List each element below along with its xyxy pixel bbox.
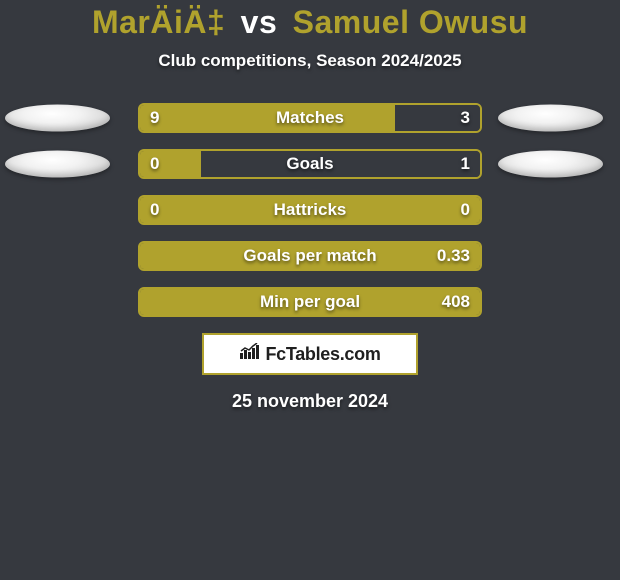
stat-row: 0.33Goals per match [0, 241, 620, 271]
chart-icon [239, 343, 261, 366]
stat-right-value: 0 [461, 200, 470, 220]
stat-row: 01Goals [0, 149, 620, 179]
bar-left-fill [140, 289, 480, 315]
medal-left [5, 105, 110, 132]
stat-bar: 0.33Goals per match [138, 241, 482, 271]
stat-right-value: 3 [461, 108, 470, 128]
comparison-card: MarÄiÄ‡ vs Samuel Owusu Club competition… [0, 0, 620, 580]
page-title: MarÄiÄ‡ vs Samuel Owusu [0, 4, 620, 41]
subtitle: Club competitions, Season 2024/2025 [0, 51, 620, 71]
stat-row: 408Min per goal [0, 287, 620, 317]
stat-row: 00Hattricks [0, 195, 620, 225]
stat-bar: 00Hattricks [138, 195, 482, 225]
medal-right [498, 105, 603, 132]
stat-bar: 408Min per goal [138, 287, 482, 317]
bar-right-fill [201, 151, 480, 177]
medal-right [498, 151, 603, 178]
stat-right-value: 408 [442, 292, 470, 312]
player2-name: Samuel Owusu [293, 4, 528, 40]
vs-label: vs [241, 4, 278, 40]
title-wrap: MarÄiÄ‡ vs Samuel Owusu [0, 0, 620, 41]
stat-left-value: 0 [150, 154, 159, 174]
stat-right-value: 1 [461, 154, 470, 174]
brand-inner: FcTables.com [239, 343, 380, 366]
stats-section: 93Matches01Goals00Hattricks0.33Goals per… [0, 103, 620, 317]
brand-text: FcTables.com [265, 344, 380, 365]
stat-right-value: 0.33 [437, 246, 470, 266]
brand-box[interactable]: FcTables.com [202, 333, 418, 375]
stat-bar: 93Matches [138, 103, 482, 133]
medal-left [5, 151, 110, 178]
bar-left-fill [140, 243, 480, 269]
player1-name: MarÄiÄ‡ [92, 4, 225, 40]
stat-left-value: 9 [150, 108, 159, 128]
bar-left-fill [140, 105, 395, 131]
date-label: 25 november 2024 [0, 391, 620, 412]
stat-left-value: 0 [150, 200, 159, 220]
stat-row: 93Matches [0, 103, 620, 133]
stat-bar: 01Goals [138, 149, 482, 179]
bar-left-fill [140, 197, 480, 223]
